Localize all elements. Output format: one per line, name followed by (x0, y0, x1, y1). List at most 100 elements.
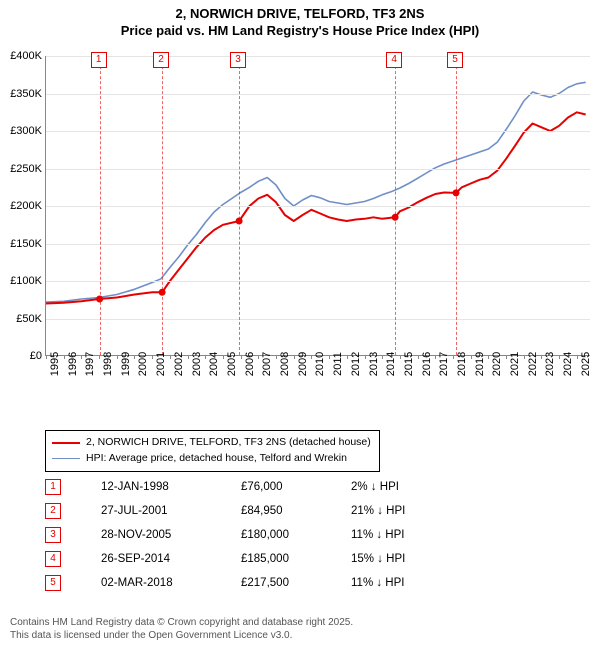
footer-line1: Contains HM Land Registry data © Crown c… (10, 616, 353, 629)
plot-area (45, 56, 590, 356)
sales-table: 112-JAN-1998£76,0002% ↓ HPI227-JUL-2001£… (45, 475, 585, 595)
x-tick (117, 355, 118, 359)
legend-swatch (52, 458, 80, 459)
sale-marker-box: 2 (153, 52, 169, 68)
x-tick-label: 2002 (173, 352, 185, 376)
sale-delta: 15% ↓ HPI (351, 553, 461, 565)
x-tick-label: 2025 (580, 352, 592, 376)
x-tick-label: 2019 (474, 352, 486, 376)
sale-marker-line (395, 56, 396, 355)
x-tick-label: 2018 (456, 352, 468, 376)
x-tick (329, 355, 330, 359)
figure-container: 2, NORWICH DRIVE, TELFORD, TF3 2NS Price… (0, 0, 600, 650)
sale-index: 5 (45, 575, 61, 591)
gridline (46, 169, 590, 170)
sale-price: £185,000 (241, 553, 351, 565)
sale-price: £180,000 (241, 529, 351, 541)
sale-date: 26-SEP-2014 (101, 553, 241, 565)
x-tick-label: 2008 (279, 352, 291, 376)
x-tick-label: 2004 (208, 352, 220, 376)
legend-row: HPI: Average price, detached house, Telf… (52, 451, 373, 467)
x-tick-label: 2010 (314, 352, 326, 376)
x-tick (276, 355, 277, 359)
legend-label: 2, NORWICH DRIVE, TELFORD, TF3 2NS (deta… (86, 435, 371, 451)
y-tick-label: £350K (0, 88, 42, 100)
x-tick-label: 2005 (226, 352, 238, 376)
y-tick-label: £300K (0, 125, 42, 137)
sale-delta: 2% ↓ HPI (351, 481, 461, 493)
x-tick (435, 355, 436, 359)
x-tick-label: 2022 (527, 352, 539, 376)
sale-row: 426-SEP-2014£185,00015% ↓ HPI (45, 547, 585, 571)
legend: 2, NORWICH DRIVE, TELFORD, TF3 2NS (deta… (45, 430, 380, 472)
sale-row: 328-NOV-2005£180,00011% ↓ HPI (45, 523, 585, 547)
x-tick-label: 2017 (438, 352, 450, 376)
x-tick (382, 355, 383, 359)
sale-marker-line (239, 56, 240, 355)
legend-label: HPI: Average price, detached house, Telf… (86, 451, 347, 467)
gridline (46, 281, 590, 282)
x-tick-label: 1997 (84, 352, 96, 376)
sale-delta: 11% ↓ HPI (351, 529, 461, 541)
sale-date: 28-NOV-2005 (101, 529, 241, 541)
y-tick-label: £400K (0, 50, 42, 62)
y-tick-label: £250K (0, 163, 42, 175)
x-tick (559, 355, 560, 359)
x-tick-label: 2013 (368, 352, 380, 376)
sale-date: 12-JAN-1998 (101, 481, 241, 493)
sale-price: £84,950 (241, 505, 351, 517)
x-tick (524, 355, 525, 359)
gridline (46, 206, 590, 207)
sale-index: 2 (45, 503, 61, 519)
x-tick (294, 355, 295, 359)
x-tick (453, 355, 454, 359)
x-tick (205, 355, 206, 359)
gridline (46, 94, 590, 95)
sale-price: £217,500 (241, 577, 351, 589)
x-tick-label: 2012 (350, 352, 362, 376)
x-tick-label: 2006 (244, 352, 256, 376)
x-tick-label: 2020 (491, 352, 503, 376)
legend-swatch (52, 442, 80, 444)
x-tick (152, 355, 153, 359)
x-tick (488, 355, 489, 359)
sale-marker-box: 1 (91, 52, 107, 68)
x-tick (188, 355, 189, 359)
x-tick (64, 355, 65, 359)
x-tick (46, 355, 47, 359)
x-tick (134, 355, 135, 359)
x-tick (170, 355, 171, 359)
sale-row: 2 27-JUL-2001£84,95021% ↓ HPI (45, 499, 585, 523)
x-tick-label: 2001 (155, 352, 167, 376)
x-tick-label: 2023 (544, 352, 556, 376)
footer-line2: This data is licensed under the Open Gov… (10, 629, 353, 642)
y-tick-label: £0 (0, 350, 42, 362)
footer: Contains HM Land Registry data © Crown c… (10, 616, 353, 642)
y-tick-label: £200K (0, 200, 42, 212)
sale-row: 112-JAN-1998£76,0002% ↓ HPI (45, 475, 585, 499)
sale-index: 1 (45, 479, 61, 495)
sale-row: 502-MAR-2018£217,50011% ↓ HPI (45, 571, 585, 595)
x-tick (81, 355, 82, 359)
x-tick-label: 2024 (562, 352, 574, 376)
sale-marker-line (100, 56, 101, 355)
sale-delta: 21% ↓ HPI (351, 505, 461, 517)
sale-delta: 11% ↓ HPI (351, 577, 461, 589)
x-tick (418, 355, 419, 359)
x-tick-label: 2021 (509, 352, 521, 376)
x-tick-label: 1999 (120, 352, 132, 376)
title-block: 2, NORWICH DRIVE, TELFORD, TF3 2NS Price… (0, 0, 600, 40)
gridline (46, 131, 590, 132)
x-tick-label: 2009 (297, 352, 309, 376)
x-tick-label: 2007 (261, 352, 273, 376)
gridline (46, 319, 590, 320)
x-tick-label: 1996 (67, 352, 79, 376)
x-tick (347, 355, 348, 359)
title-subtitle: Price paid vs. HM Land Registry's House … (0, 23, 600, 40)
x-tick (577, 355, 578, 359)
x-tick-label: 2011 (332, 352, 344, 376)
sale-date: 27-JUL-2001 (101, 505, 241, 517)
legend-row: 2, NORWICH DRIVE, TELFORD, TF3 2NS (deta… (52, 435, 373, 451)
x-tick-label: 2000 (137, 352, 149, 376)
sale-marker-box: 5 (447, 52, 463, 68)
